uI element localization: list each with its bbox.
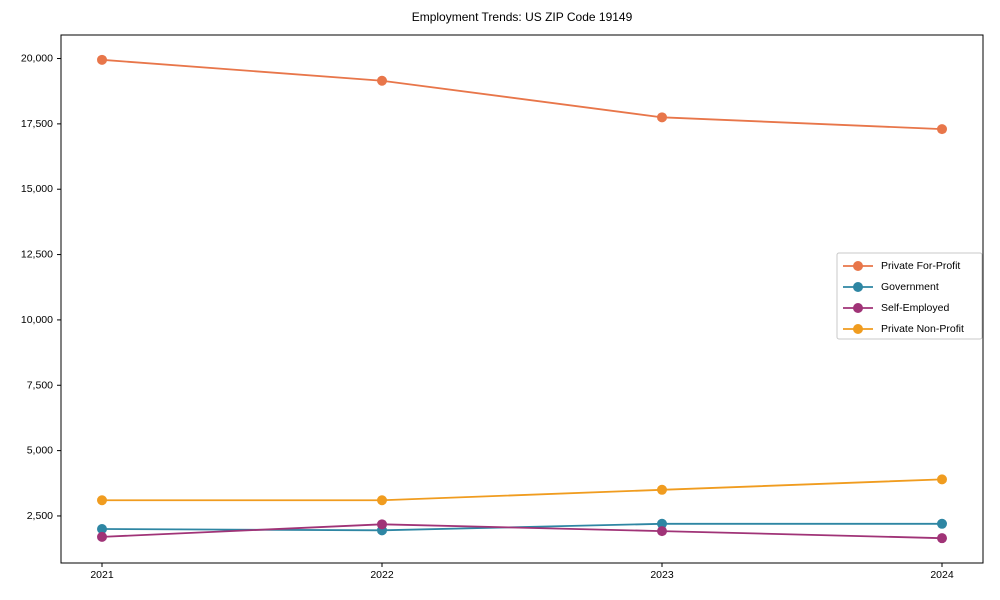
data-point-private-for-profit [377, 75, 387, 86]
y-axis-tick-label: 7,500 [27, 379, 53, 391]
y-axis-tick-label: 10,000 [21, 314, 53, 326]
legend: Private For-Profit Government Self-Employe… [836, 252, 983, 340]
data-point-private-non-profit [937, 474, 947, 485]
legend-marker-dot [853, 261, 863, 271]
legend-item-private-for-profit: Private For-Profit [843, 260, 960, 272]
data-point-self-employed [377, 519, 387, 530]
data-point-private-non-profit [377, 495, 387, 506]
plot-frame [60, 34, 984, 564]
y-axis-tick-label: 2,500 [27, 510, 53, 522]
y-axis-tick-label: 20,000 [21, 53, 53, 65]
series-line-self-employed [101, 523, 943, 540]
x-axis-tick-label: 2022 [370, 569, 394, 581]
chart-title: Employment Trends: US ZIP Code 19149 [411, 10, 633, 24]
data-point-self-employed [937, 533, 947, 544]
legend-item-private-non-profit: Private Non-Profit [843, 323, 964, 335]
legend-label: Private Non-Profit [881, 323, 964, 335]
x-axis-tick-label: 2021 [90, 569, 114, 581]
legend-label: Self-Employed [881, 302, 949, 314]
legend-marker-dot [853, 303, 863, 313]
legend-marker-dot [853, 324, 863, 334]
series-line-private-non-profit [102, 478, 943, 502]
data-point-private-for-profit [97, 54, 107, 65]
legend-item-government: Government [843, 281, 939, 293]
y-axis-tick-label: 17,500 [21, 118, 53, 130]
data-point-private-for-profit [657, 112, 667, 123]
data-point-private-non-profit [657, 484, 667, 495]
data-point-self-employed [657, 526, 667, 537]
y-axis-tick-label: 15,000 [21, 183, 53, 195]
legend-label: Private For-Profit [881, 260, 960, 272]
y-axis-tick-label: 12,500 [21, 249, 53, 261]
legend-item-self-employed: Self-Employed [843, 302, 949, 314]
data-point-private-for-profit [937, 124, 947, 135]
data-point-government [97, 524, 107, 535]
legend-marker-dot [853, 282, 863, 292]
data-point-private-non-profit [97, 495, 107, 506]
x-axis-tick-label: 2024 [930, 569, 954, 581]
data-point-government [937, 518, 947, 529]
data-point-government [657, 518, 667, 529]
data-point-self-employed [97, 531, 107, 542]
legend-label: Government [881, 281, 939, 293]
legend-box [836, 252, 983, 340]
series-line-private-for-profit [101, 58, 943, 130]
y-axis-tick-label: 5,000 [27, 445, 53, 457]
x-axis-tick-label: 2023 [650, 569, 674, 581]
